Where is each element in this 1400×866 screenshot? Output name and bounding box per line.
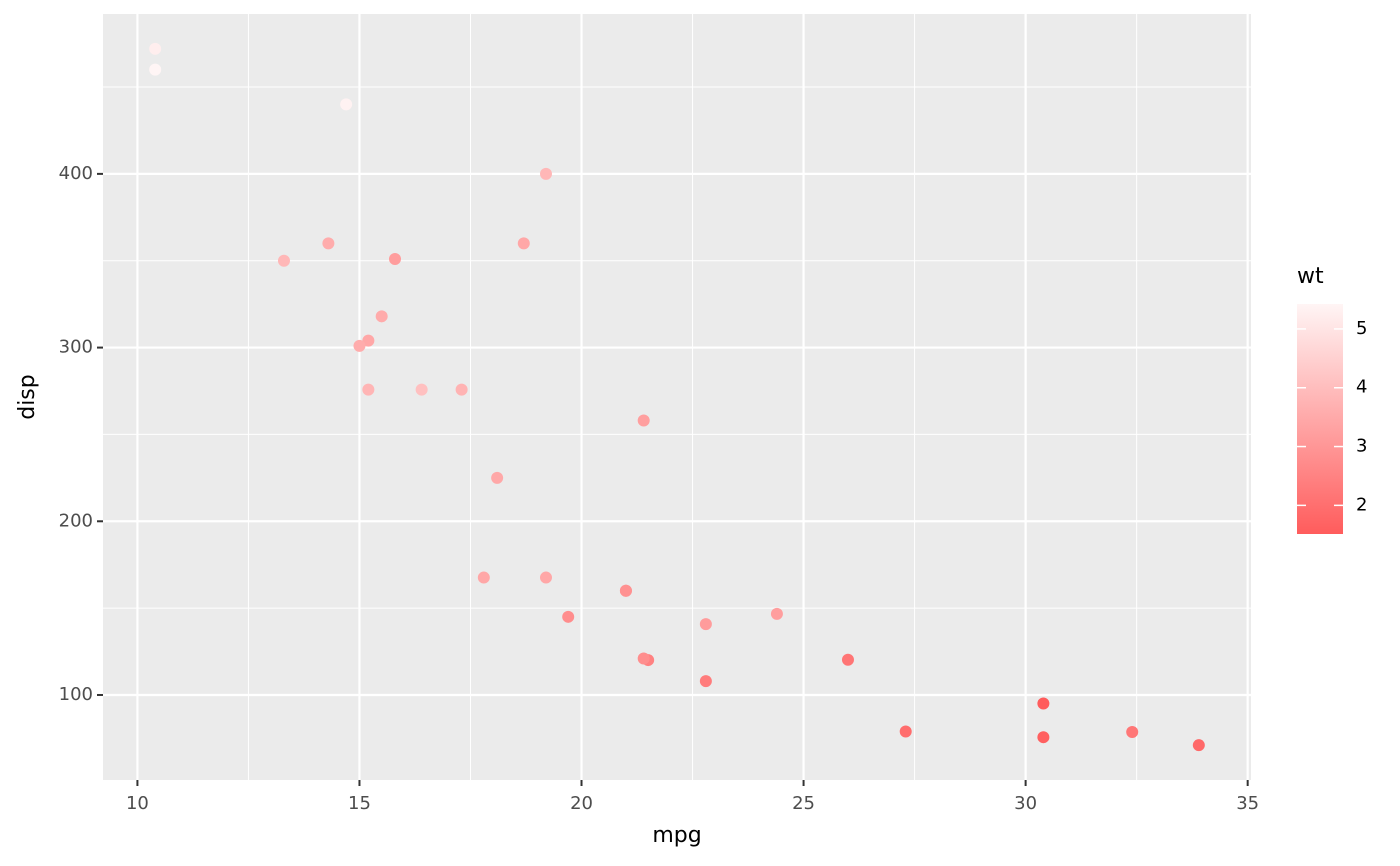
x-tick-label: 10 — [126, 793, 149, 814]
legend-title: wt — [1297, 264, 1324, 289]
point — [517, 237, 530, 250]
point — [340, 98, 353, 111]
point — [1037, 697, 1050, 710]
x-tick-label: 25 — [792, 793, 815, 814]
point — [619, 584, 632, 597]
point — [375, 310, 388, 323]
legend-tick-label: 4 — [1356, 377, 1367, 398]
point — [353, 339, 366, 352]
point — [637, 414, 650, 427]
point — [562, 610, 575, 623]
point — [539, 167, 552, 180]
panel — [103, 14, 1251, 780]
point — [362, 383, 375, 396]
point — [899, 725, 912, 738]
point — [477, 571, 490, 584]
point — [149, 42, 162, 55]
colorbar — [1297, 304, 1343, 534]
point — [699, 675, 712, 688]
y-tick-label: 200 — [59, 510, 93, 531]
point — [455, 383, 468, 396]
point — [637, 652, 650, 665]
point — [388, 252, 401, 265]
x-tick-label: 15 — [348, 793, 371, 814]
point — [841, 653, 854, 666]
legend-tick-label: 3 — [1356, 436, 1367, 457]
point — [277, 254, 290, 267]
point — [415, 383, 428, 396]
point — [770, 607, 783, 620]
point — [362, 334, 375, 347]
x-axis-title: mpg — [652, 823, 701, 848]
point — [491, 471, 504, 484]
legend-tick-label: 2 — [1356, 494, 1367, 515]
y-tick-label: 400 — [59, 163, 93, 184]
y-tick-label: 300 — [59, 337, 93, 358]
point — [1126, 725, 1139, 738]
x-tick-label: 20 — [570, 793, 593, 814]
x-tick-label: 30 — [1014, 793, 1037, 814]
point — [1192, 739, 1205, 752]
point — [539, 571, 552, 584]
legend-tick-label: 5 — [1356, 318, 1367, 339]
point — [1037, 731, 1050, 744]
x-tick-label: 35 — [1236, 793, 1259, 814]
y-axis-title: disp — [15, 374, 40, 420]
point — [149, 63, 162, 76]
point — [699, 618, 712, 631]
y-tick-label: 100 — [59, 684, 93, 705]
point — [322, 237, 335, 250]
